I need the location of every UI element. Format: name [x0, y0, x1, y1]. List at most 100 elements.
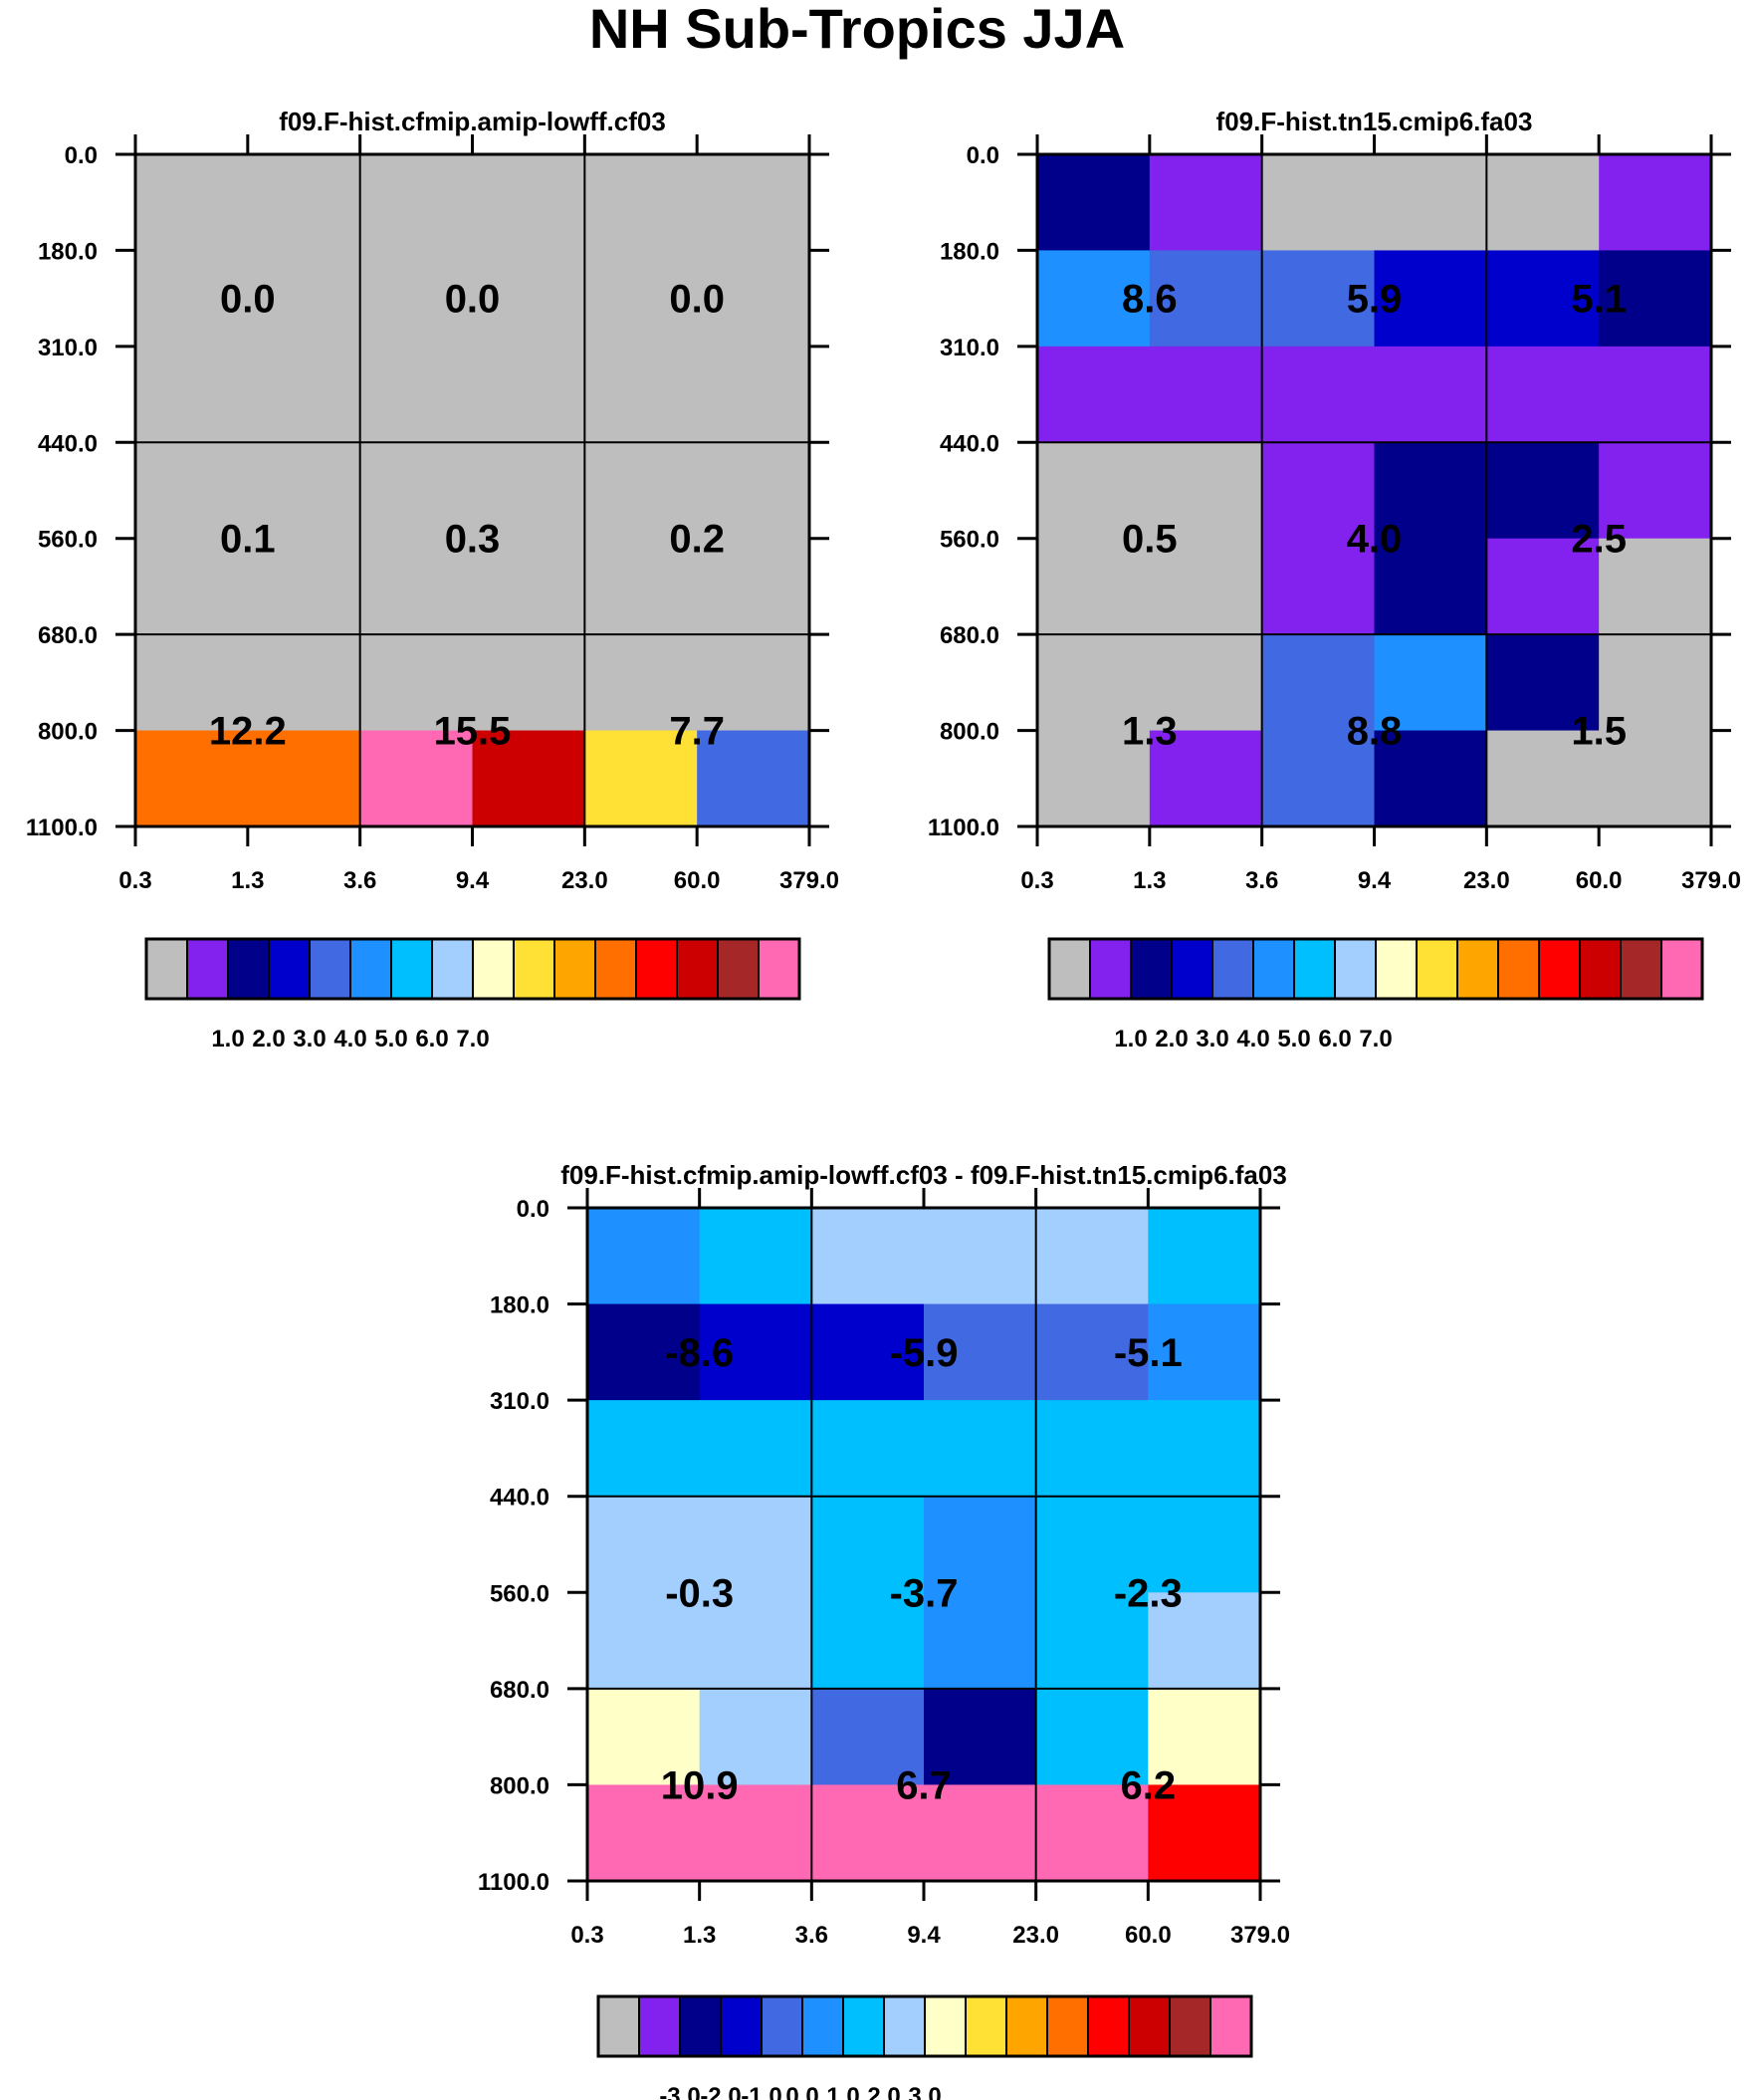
data-label: 0.5 [1122, 518, 1178, 562]
heatmap-cell [472, 442, 585, 540]
figure-title: NH Sub-Tropics JJA [589, 0, 1125, 60]
heatmap-cell [1148, 1208, 1261, 1305]
heatmap-cell [1037, 250, 1151, 348]
heatmap-cell [1037, 154, 1151, 251]
colorbar-label: 5.0 [1277, 1026, 1310, 1052]
heatmap-cell [1035, 1496, 1149, 1593]
x-tick-label: 0.3 [118, 867, 151, 894]
colorbar-swatch [1087, 1995, 1130, 2057]
heatmap-cell [135, 730, 249, 827]
colorbar-swatch [349, 938, 392, 1000]
heatmap-cell [1261, 346, 1375, 443]
heatmap-cell [811, 1784, 925, 1882]
x-tick-label: 9.4 [907, 1922, 941, 1949]
colorbar-swatch [676, 938, 719, 1000]
colorbar-label: 1.0 [211, 1026, 244, 1052]
heatmap-cell [472, 538, 585, 635]
heatmap-cell [924, 1784, 1037, 1882]
colorbar-label: 2.0 [1155, 1026, 1188, 1052]
heatmap-cell [1486, 634, 1600, 732]
y-tick-label: 800.0 [38, 719, 98, 746]
heatmap-cell [699, 1303, 812, 1401]
colorbar-swatch [1171, 938, 1213, 1000]
colorbar-label: 5.0 [374, 1026, 407, 1052]
y-tick-label: 180.0 [490, 1292, 549, 1319]
data-label: 15.5 [434, 710, 512, 754]
colorbar-label: 1.0 [1114, 1026, 1147, 1052]
colorbar-swatch [965, 1995, 1007, 2057]
heatmap-cell [1486, 250, 1600, 348]
heatmap-cell [699, 1592, 812, 1690]
colorbar-label: 7.0 [1359, 1026, 1392, 1052]
heatmap-cell [247, 346, 361, 443]
colorbar-swatch [717, 938, 760, 1000]
heatmap-cell [1037, 346, 1151, 443]
panel-fa03: f09.F-hist.tn15.cmip6.fa03 0.3 1.3 3.6 9.4 23… [928, 107, 1741, 1052]
data-label: 1.5 [1571, 710, 1627, 754]
colorbar-swatch [1456, 938, 1499, 1000]
colorbar-swatch [1416, 938, 1458, 1000]
data-label: 0.2 [669, 518, 725, 562]
y-tick-label: 800.0 [490, 1772, 549, 1799]
colorbar-label: 2.0 [252, 1026, 285, 1052]
heatmap-cell [1148, 1400, 1261, 1498]
heatmap-cell [699, 1208, 812, 1305]
heatmap-cell [587, 1208, 701, 1305]
heatmap-cell [924, 1496, 1037, 1593]
heatmap-cell [1486, 730, 1600, 827]
y-tick-label: 560.0 [38, 527, 98, 554]
y-tick-label: 310.0 [940, 335, 999, 361]
heatmap-cell [1035, 1303, 1149, 1401]
colorbar-swatch [553, 938, 596, 1000]
colorbar-label: -3.0 [659, 2083, 700, 2100]
colorbar-swatch [309, 938, 351, 1000]
heatmap-cell [584, 538, 698, 635]
data-label: 8.8 [1347, 710, 1403, 754]
heatmap-cell [1149, 154, 1263, 251]
colorbar-swatch [1046, 1995, 1089, 2057]
heatmap-cell [811, 1208, 925, 1305]
colorbar-swatch [1128, 1995, 1171, 2057]
y-tick-label: 180.0 [940, 238, 999, 265]
data-label: 12.2 [209, 710, 287, 754]
data-label: -5.9 [890, 1331, 959, 1375]
heatmap-cell [1374, 250, 1487, 348]
heatmap-cell [1035, 1784, 1149, 1882]
colorbar-swatch [1538, 938, 1581, 1000]
heatmap-cell [587, 1688, 701, 1785]
colorbar-swatch [1334, 938, 1377, 1000]
y-tick-label: 1100.0 [26, 815, 98, 841]
heatmap-cell [135, 154, 249, 251]
colorbar-swatch [720, 1995, 763, 2057]
heatmap-cell [135, 634, 249, 732]
x-tick-label: 23.0 [1463, 867, 1510, 894]
colorbar-label: 4.0 [333, 1026, 366, 1052]
heatmap-cell [1374, 634, 1487, 732]
heatmap-cell [1261, 730, 1375, 827]
y-tick-label: 310.0 [38, 335, 98, 361]
heatmap-cell [472, 730, 585, 827]
heatmap-cell [1148, 1688, 1261, 1785]
data-label: 0.1 [220, 518, 276, 562]
heatmap-cell [135, 250, 249, 348]
y-tick-label: 800.0 [940, 719, 999, 746]
data-label: 2.5 [1571, 518, 1627, 562]
data-label: 0.3 [445, 518, 501, 562]
colorbar-label: 6.0 [415, 1026, 448, 1052]
heatmap-cell [924, 1400, 1037, 1498]
heatmap-cell [1486, 442, 1600, 540]
colorbar-swatch [1209, 1995, 1252, 2057]
colorbar-swatch [1252, 938, 1295, 1000]
data-label: 6.7 [896, 1763, 952, 1807]
colorbar-swatch [1169, 1995, 1211, 2057]
heatmap-cell [1374, 442, 1487, 540]
heatmap-cell [1261, 538, 1375, 635]
y-tick-label: 180.0 [38, 238, 98, 265]
heatmap-cell [247, 154, 361, 251]
heatmap-cell [135, 538, 249, 635]
y-tick-label: 680.0 [490, 1677, 549, 1704]
heatmap-cell [472, 346, 585, 443]
colorbar-label: -2.0 [700, 2083, 741, 2100]
heatmap-cell [472, 634, 585, 732]
